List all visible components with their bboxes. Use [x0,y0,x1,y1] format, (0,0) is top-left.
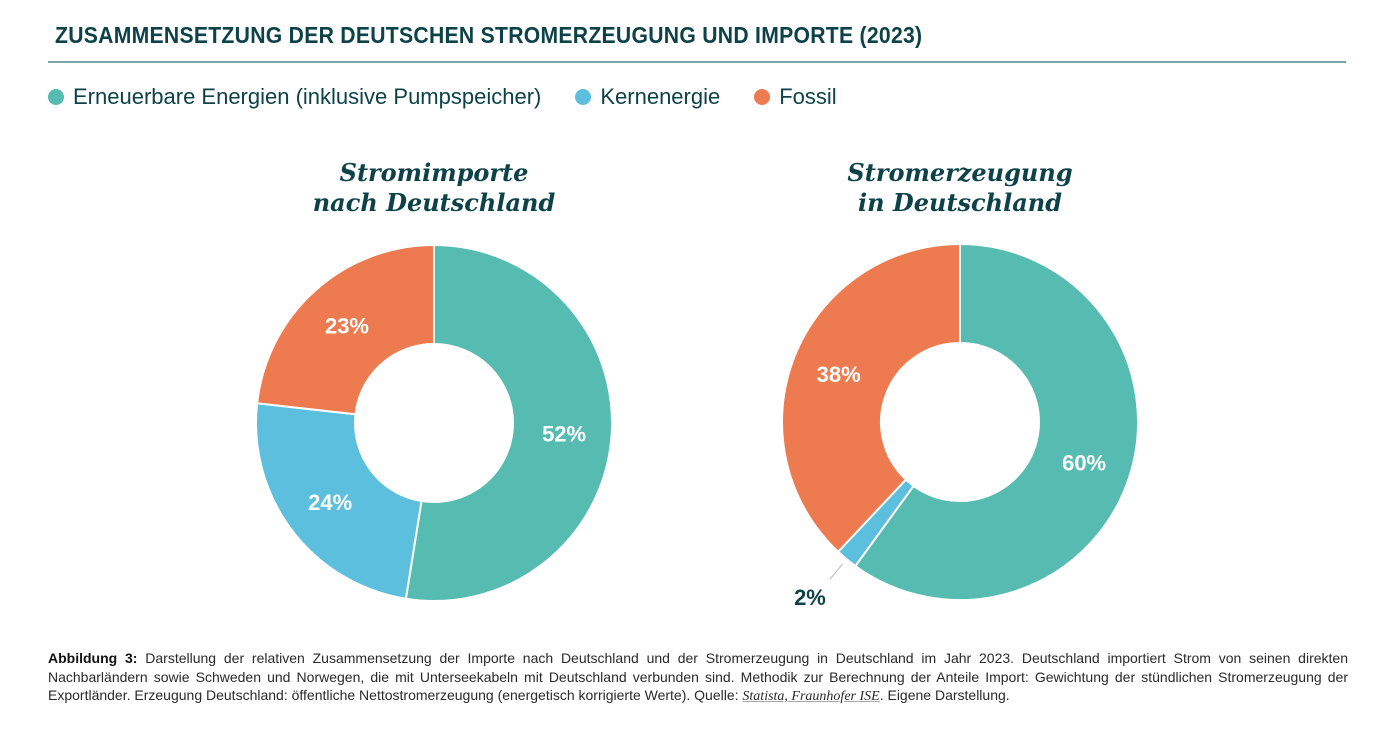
chart-2-leader-line-nuclear [829,563,844,580]
chart-2-title: Stromerzeugung in Deutschland [800,158,1120,218]
chart-title: ZUSAMMENSETZUNG DER DEUTSCHEN STROMERZEU… [55,22,923,48]
legend: Erneuerbare Energien (inklusive Pumpspei… [48,84,871,110]
caption-text: Darstellung der relativen Zusammensetzun… [48,650,1348,703]
chart-2-label-fossil: 38% [817,362,861,387]
chart-1-label-fossil: 23% [325,314,369,339]
legend-item-nuclear: Kernenergie [575,84,720,110]
chart-2-title-line-2: in Deutschland [857,188,1062,217]
legend-item-renewables: Erneuerbare Energien (inklusive Pumpspei… [48,84,541,110]
chart-1-title: Stromimporte nach Deutschland [274,158,594,218]
chart-1-label-nuclear: 24% [308,490,352,515]
legend-label-renewables: Erneuerbare Energien (inklusive Pumpspei… [73,84,542,109]
chart-1-slice-renewables [404,243,613,602]
legend-label-nuclear: Kernenergie [600,84,721,109]
chart-1-slice-nuclear [255,402,423,600]
chart-2-label-renewables: 60% [1062,450,1106,475]
title-divider [48,61,1346,63]
chart-2-slice-fossil [781,242,961,554]
caption-source: Statista, Fraunhofer ISE [742,689,880,704]
figure-caption: Abbildung 3: Darstellung der relativen Z… [48,649,1348,707]
caption-label: Abbildung 3: [48,650,138,666]
chart-1-label-renewables: 52% [542,421,586,446]
chart-1-title-line-2: nach Deutschland [312,188,556,217]
legend-item-fossil: Fossil [754,84,837,110]
legend-label-fossil: Fossil [779,84,837,109]
chart-1-slice-fossil [255,243,435,416]
chart-2-title-line-1: Stromerzeugung [847,158,1073,187]
chart-2-label-nuclear: 2% [794,585,826,610]
legend-dot-renewables [48,89,64,105]
caption-tail: . Eigene Darstellung. [879,687,1010,703]
legend-dot-nuclear [575,89,592,105]
chart-1-title-line-1: Stromimporte [339,158,529,187]
chart-2-slice-renewables [853,242,1139,601]
legend-dot-fossil [754,89,771,105]
